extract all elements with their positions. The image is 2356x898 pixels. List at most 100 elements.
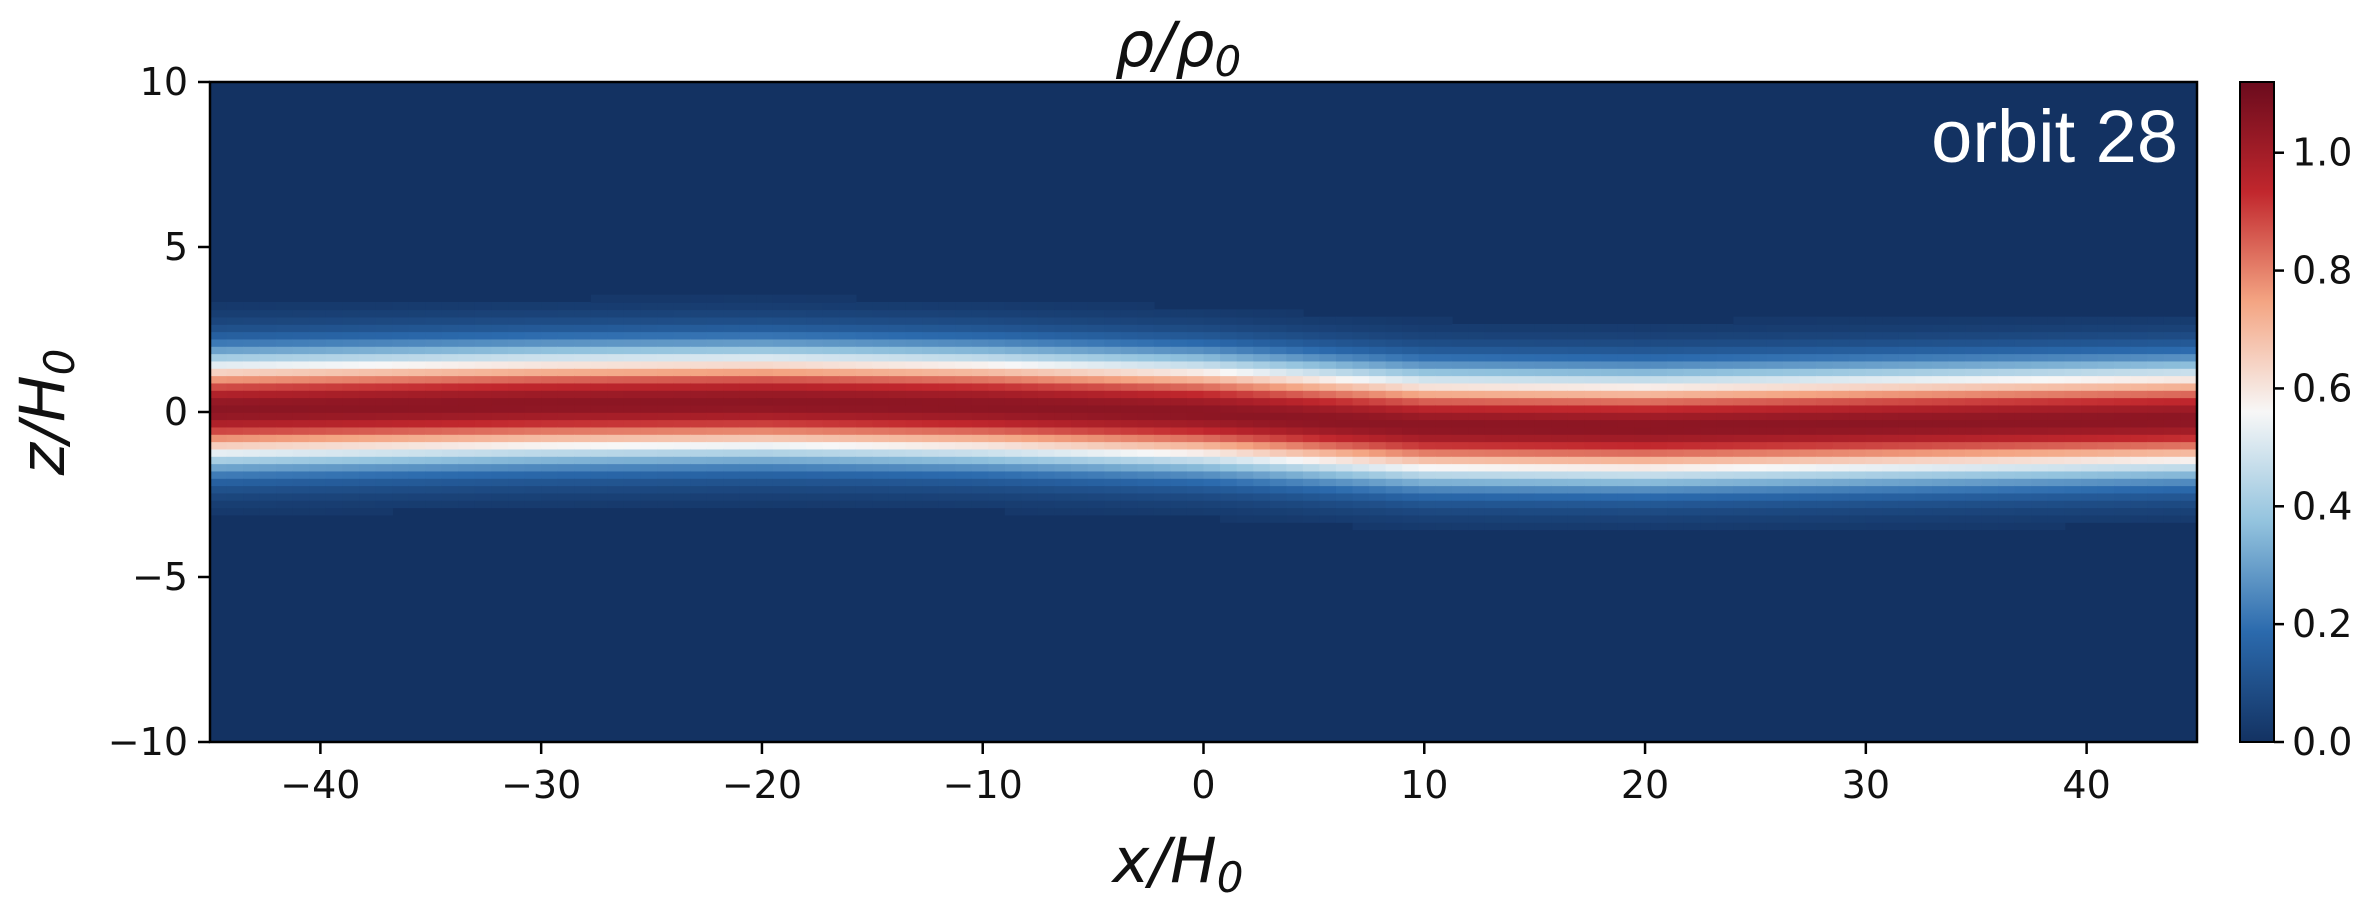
heatmap-cell <box>342 463 360 472</box>
heatmap-cell <box>210 404 228 413</box>
heatmap-cell <box>1236 470 1254 479</box>
heatmap-cell <box>2031 346 2049 355</box>
heatmap-cell <box>1882 404 1900 413</box>
heatmap-cell <box>441 346 460 355</box>
heatmap-cell <box>2031 478 2049 487</box>
heatmap-cell <box>1932 353 1950 362</box>
heatmap-cell <box>772 419 791 428</box>
heatmap-cell <box>1816 492 1834 501</box>
heatmap-cell <box>971 492 990 501</box>
heatmap-cell <box>1501 500 1519 509</box>
heatmap-cell <box>756 302 774 311</box>
heatmap-cell <box>1998 419 2016 428</box>
heatmap-cell <box>673 448 691 457</box>
heatmap-cell <box>1832 463 1851 472</box>
heatmap-cell <box>756 324 774 333</box>
heatmap-cell <box>706 360 725 369</box>
heatmap-cell <box>1253 360 1271 369</box>
heatmap-cell <box>1832 456 1851 465</box>
heatmap-cell <box>1319 353 1337 362</box>
heatmap-cell <box>1733 426 1751 435</box>
heatmap-cell <box>1749 441 1768 450</box>
heatmap-cell <box>673 500 691 509</box>
heatmap-cell <box>1584 338 1602 347</box>
heatmap-cell <box>1683 426 1702 435</box>
heatmap-cell <box>888 375 907 384</box>
heatmap-cell <box>822 353 841 362</box>
heatmap-cell <box>1766 478 1784 487</box>
heatmap-cell <box>1451 500 1470 509</box>
heatmap-cell <box>491 324 509 333</box>
heatmap-cell <box>640 353 658 362</box>
heatmap-cell <box>1418 404 1437 413</box>
heatmap-cell <box>408 441 427 450</box>
heatmap-cell <box>226 470 244 479</box>
heatmap-cell <box>888 338 907 347</box>
heatmap-cell <box>541 412 559 421</box>
heatmap-cell <box>657 448 675 457</box>
heatmap-cell <box>1451 404 1470 413</box>
heatmap-cell <box>1948 419 1966 428</box>
heatmap-cell <box>1849 419 1867 428</box>
heatmap-cell <box>226 338 244 347</box>
heatmap-cell <box>839 448 857 457</box>
heatmap-cell <box>1518 346 1536 355</box>
heatmap-cell <box>922 346 940 355</box>
heatmap-cell <box>1319 470 1337 479</box>
heatmap-cell <box>2114 492 2132 501</box>
heatmap-cell <box>1120 426 1139 435</box>
heatmap-cell <box>1021 426 1039 435</box>
heatmap-cell <box>1501 426 1519 435</box>
heatmap-cell <box>1617 368 1635 377</box>
heatmap-cell <box>1816 456 1834 465</box>
heatmap-cell <box>1418 397 1437 406</box>
heatmap-cell <box>1749 375 1768 384</box>
heatmap-cell <box>210 463 228 472</box>
heatmap-cell <box>1286 514 1304 523</box>
heatmap-cell <box>425 441 443 450</box>
heatmap-cell <box>259 404 278 413</box>
heatmap-cell <box>1948 390 1966 399</box>
heatmap-cell <box>1170 507 1188 516</box>
heatmap-cell <box>2114 390 2132 399</box>
heatmap-cell <box>1468 456 1486 465</box>
heatmap-cell <box>226 456 244 465</box>
heatmap-cell <box>1816 514 1834 523</box>
heatmap-cell <box>1932 375 1950 384</box>
heatmap-cell <box>1335 463 1354 472</box>
heatmap-cell <box>1849 470 1867 479</box>
heatmap-cell <box>1667 507 1685 516</box>
heatmap-cell <box>408 324 427 333</box>
heatmap-cell <box>1749 338 1768 347</box>
heatmap-cell <box>1634 441 1652 450</box>
heatmap-cell <box>1518 375 1536 384</box>
heatmap-cell <box>2031 360 2049 369</box>
heatmap-cell <box>1799 404 1817 413</box>
heatmap-cell <box>938 375 956 384</box>
heatmap-cell <box>425 470 443 479</box>
heatmap-cell <box>2047 500 2066 509</box>
heatmap-cell <box>474 309 493 318</box>
heatmap-cell <box>1269 514 1288 523</box>
heatmap-cell <box>226 492 244 501</box>
heatmap-cell <box>574 434 592 443</box>
heatmap-cell <box>1816 338 1834 347</box>
heatmap-cell <box>1965 441 1983 450</box>
heatmap-cell <box>1667 492 1685 501</box>
heatmap-cell <box>1435 478 1453 487</box>
heatmap-cell <box>1203 456 1221 465</box>
heatmap-cell <box>2081 331 2099 340</box>
heatmap-cell <box>1915 514 1933 523</box>
heatmap-cell <box>1799 397 1817 406</box>
heatmap-cell <box>309 500 327 509</box>
heatmap-cell <box>1567 500 1586 509</box>
heatmap-cell <box>1733 316 1751 325</box>
heatmap-cell <box>1021 441 1039 450</box>
heatmap-cell <box>226 331 244 340</box>
heatmap-cell <box>806 441 824 450</box>
heatmap-cell <box>1965 382 1983 391</box>
heatmap-cell <box>392 368 410 377</box>
heatmap-cell <box>1915 492 1933 501</box>
heatmap-cell <box>226 426 244 435</box>
heatmap-cell <box>590 390 609 399</box>
